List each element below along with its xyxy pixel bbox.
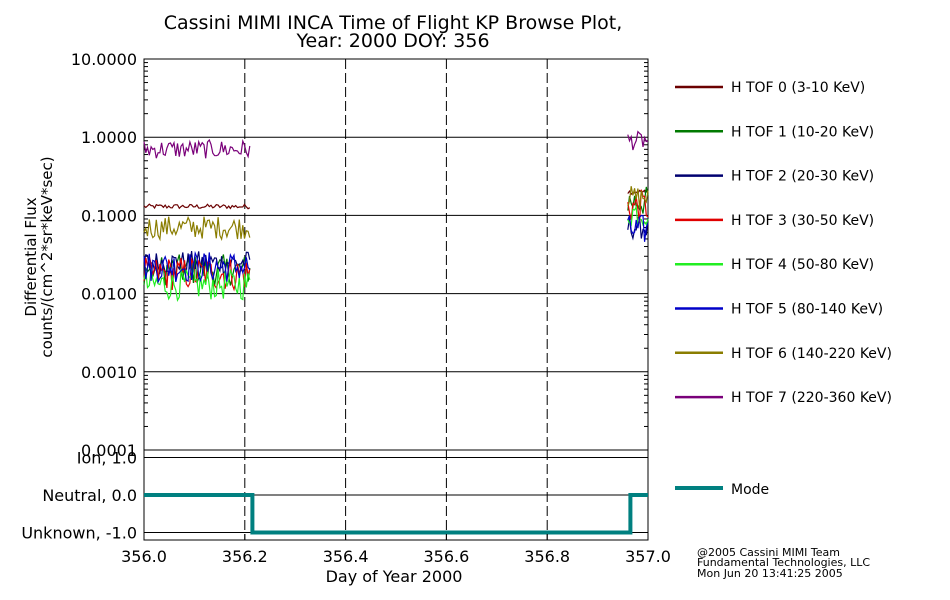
- flux-y-tick-label: 0.1000: [81, 206, 137, 225]
- x-axis-label: Day of Year 2000: [326, 567, 463, 586]
- flux-panel: 10.0000 1.0000 0.1000 0.0100 0.0010 0.0001: [71, 50, 649, 460]
- x-tick-label: 356.6: [423, 547, 469, 566]
- footer-timestamp: Mon Jun 20 13:41:25 2005: [697, 567, 843, 580]
- y-axis-label-line2: counts/(cm^2*sr*keV*sec): [38, 156, 56, 357]
- flux-series-line: [143, 203, 251, 210]
- legend-label: H TOF 4 (50-80 KeV): [731, 257, 874, 273]
- flux-series-line: [627, 214, 649, 242]
- flux-y-tick-label: 0.0001: [81, 441, 137, 460]
- legend-label: H TOF 3 (30-50 KeV): [731, 213, 874, 229]
- x-tick-label: 357.0: [625, 547, 671, 566]
- flux-series-line: [143, 267, 251, 302]
- legend-label-mode: Mode: [731, 482, 769, 498]
- x-axis: 356.0 356.2 356.4 356.6 356.8 357.0: [121, 534, 671, 566]
- y-axis-label: Differential Flux counts/(cm^2*sr*keV*se…: [22, 156, 56, 357]
- footer-copyright: @2005 Cassini MIMI Team: [697, 546, 840, 559]
- x-tick-label: 356.4: [323, 547, 369, 566]
- mode-panel: Ion, 1.0 Neutral, 0.0 Unknown, -1.0: [21, 449, 649, 543]
- mode-y-tick-label: Unknown, -1.0: [21, 524, 137, 543]
- flux-panel-frame: [143, 58, 649, 451]
- x-tick-label: 356.2: [222, 547, 268, 566]
- legend: H TOF 0 (3-10 KeV) H TOF 1 (10-20 KeV) H T…: [675, 80, 892, 498]
- flux-series-line: [143, 250, 251, 285]
- legend-label: H TOF 2 (20-30 KeV): [731, 169, 874, 185]
- flux-y-tick-label: 0.0100: [81, 285, 137, 304]
- flux-y-tick-label: 0.0010: [81, 363, 137, 382]
- plot-title-line2: Year: 2000 DOY: 356: [295, 30, 489, 52]
- flux-series-line: [627, 215, 649, 241]
- flux-y-tick-label: 1.0000: [81, 128, 137, 147]
- x-tick-label: 356.0: [121, 547, 167, 566]
- flux-y-tick-label: 10.0000: [71, 50, 137, 69]
- plot-title-line1: Cassini MIMI INCA Time of Flight KP Brow…: [164, 12, 623, 34]
- footer-company: Fundamental Technologies, LLC: [697, 556, 870, 569]
- legend-label: H TOF 0 (3-10 KeV): [731, 80, 865, 96]
- flux-series-line: [627, 130, 649, 151]
- x-tick-label: 356.8: [524, 547, 570, 566]
- flux-series-line: [143, 138, 251, 159]
- mode-y-tick-label: Ion, 1.0: [77, 449, 137, 468]
- legend-label: H TOF 5 (80-140 KeV): [731, 302, 883, 318]
- y-axis-label-line1: Differential Flux: [22, 197, 40, 316]
- mode-y-tick-label: Neutral, 0.0: [42, 486, 137, 505]
- legend-label: H TOF 1 (10-20 KeV): [731, 124, 874, 140]
- flux-series-line: [143, 215, 251, 242]
- flux-series-line: [627, 186, 649, 208]
- legend-label: H TOF 7 (220-360 KeV): [731, 390, 892, 406]
- mode-series-line: [144, 493, 648, 535]
- legend-label: H TOF 6 (140-220 KeV): [731, 346, 892, 362]
